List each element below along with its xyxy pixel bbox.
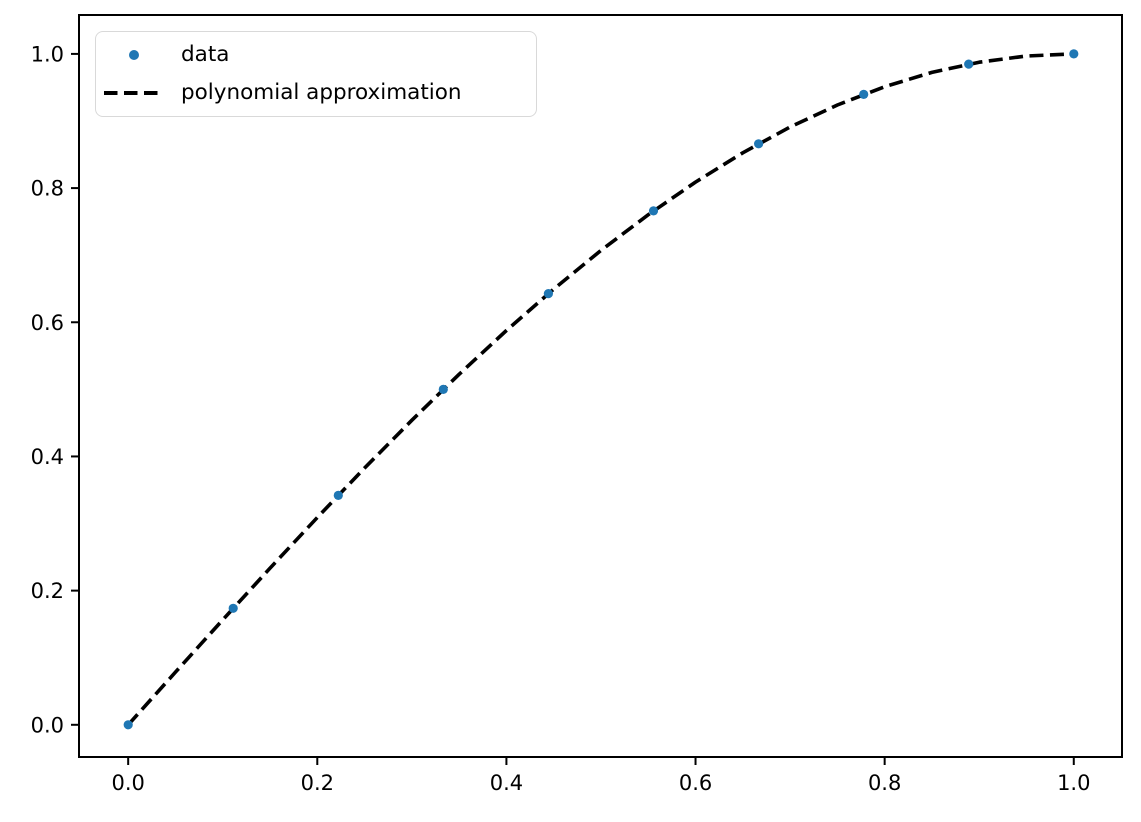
- data-point: [964, 59, 974, 69]
- legend-label-data: data: [181, 42, 230, 68]
- legend-label-polynomial-approximation: polynomial approximation: [181, 80, 462, 106]
- y-tick-label: 0.8: [31, 177, 64, 201]
- y-tick-label: 0.4: [31, 445, 64, 469]
- data-point: [543, 289, 554, 299]
- y-tick-label: 1.0: [31, 42, 64, 66]
- x-tick-label: 1.0: [1057, 771, 1090, 795]
- data-point: [648, 206, 659, 216]
- data-point: [1069, 49, 1079, 59]
- x-tick-label: 0.8: [868, 771, 901, 795]
- legend: data polynomial approximation: [95, 31, 537, 117]
- dashed-line-icon: [96, 91, 181, 95]
- legend-entry-polynomial-approximation: polynomial approximation: [96, 74, 536, 112]
- polynomial-approximation-line: [126, 52, 1074, 727]
- plot-border: [78, 14, 1123, 758]
- y-tick-label: 0.0: [31, 713, 64, 737]
- data-point: [123, 720, 133, 730]
- x-tick-label: 0.0: [111, 771, 144, 795]
- data-marker-swatch: [129, 50, 139, 60]
- x-tick-label: 0.2: [301, 771, 334, 795]
- y-tick-label: 0.2: [31, 579, 64, 603]
- data-point: [754, 139, 764, 149]
- scatter-marker-icon: [96, 50, 181, 60]
- data-point: [333, 490, 343, 500]
- data-point: [228, 603, 238, 613]
- x-tick-label: 0.4: [490, 771, 523, 795]
- x-tick-label: 0.6: [679, 771, 712, 795]
- data-point: [438, 384, 448, 394]
- legend-entry-data: data: [96, 36, 536, 74]
- y-tick-label: 0.6: [31, 311, 64, 335]
- data-point: [859, 89, 869, 99]
- polynomial-line-swatch: [104, 91, 161, 95]
